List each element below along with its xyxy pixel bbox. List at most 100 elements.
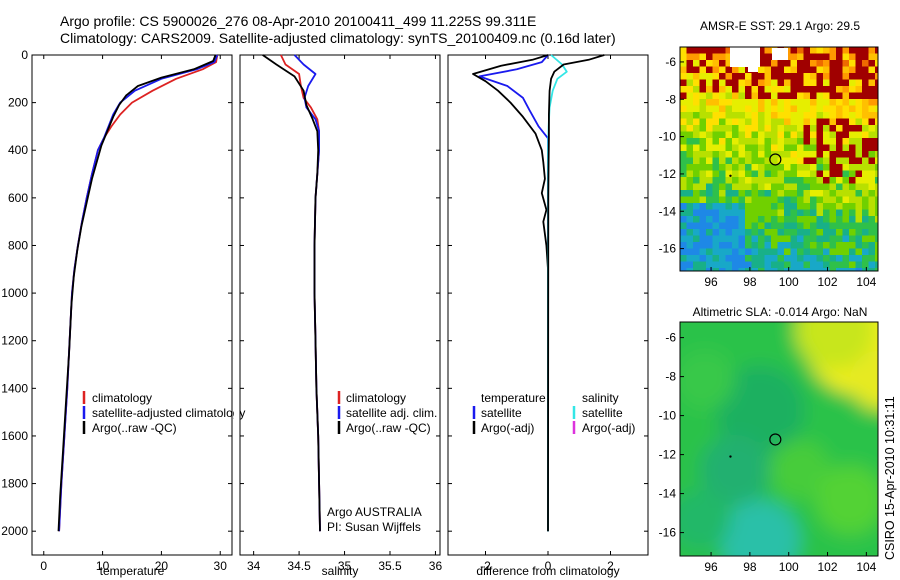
sst-cell xyxy=(751,242,759,249)
sst-cell xyxy=(686,190,694,197)
sst-cell xyxy=(842,235,850,243)
sst-cell xyxy=(686,164,694,171)
x-tick-label: 35 xyxy=(338,559,352,573)
sst-cell xyxy=(836,222,843,230)
sst-cell xyxy=(693,183,700,191)
sst-cell xyxy=(745,190,752,197)
sst-cell xyxy=(855,79,863,87)
sst-cell xyxy=(764,151,772,158)
sst-cell xyxy=(706,138,713,145)
sst-cell xyxy=(823,144,830,152)
sst-cell xyxy=(732,170,739,178)
sst-cell xyxy=(693,235,700,243)
sst-cell xyxy=(810,209,817,217)
sst-cell xyxy=(764,66,772,74)
sst-cell xyxy=(777,190,785,197)
sst-cell xyxy=(771,164,778,171)
sst-cell xyxy=(699,79,707,87)
sst-cell xyxy=(699,131,707,139)
sst-cell xyxy=(875,261,878,269)
sst-cell xyxy=(823,125,830,132)
sst-cell xyxy=(810,229,817,236)
sst-cell xyxy=(751,183,759,191)
sst-cell xyxy=(771,131,778,139)
sst-cell xyxy=(693,164,700,171)
sst-cell xyxy=(732,99,739,106)
sst-cell xyxy=(790,53,798,61)
sst-cell xyxy=(797,73,804,80)
sst-cell xyxy=(693,209,700,217)
sst-cell xyxy=(842,157,850,165)
sst-cell xyxy=(842,209,850,217)
sst-cell xyxy=(706,222,713,230)
sst-cell xyxy=(732,229,739,236)
sst-cell xyxy=(803,242,811,249)
sst-cell xyxy=(719,144,726,152)
sst-cell xyxy=(712,118,720,126)
sst-cell xyxy=(712,242,720,249)
sla-blob xyxy=(720,500,800,556)
sst-cell xyxy=(777,86,785,93)
sst-cell xyxy=(725,105,733,113)
sst-cell xyxy=(784,99,791,106)
sst-cell xyxy=(706,203,713,210)
sst-cell xyxy=(849,203,856,210)
sst-cell xyxy=(758,118,765,126)
y-tick-label: -12 xyxy=(659,167,677,181)
sst-cell xyxy=(764,209,772,217)
sst-cell xyxy=(868,196,876,204)
sst-cell xyxy=(680,151,687,158)
sst-cell xyxy=(849,261,856,269)
sst-cell xyxy=(803,151,811,158)
sst-cell xyxy=(875,209,878,217)
sst-cell xyxy=(862,255,869,262)
sst-map-panel: 96 98 100 102 104 -6 -8 -10 -12 -14 -16 xyxy=(659,46,879,289)
sst-cell xyxy=(758,216,765,223)
sst-cell xyxy=(745,229,752,236)
sst-cell xyxy=(738,157,746,165)
sst-cell xyxy=(732,66,739,74)
sst-cell xyxy=(868,144,876,152)
sst-cell xyxy=(725,177,733,184)
sst-nodata-cell xyxy=(748,64,758,72)
sst-cell xyxy=(738,177,746,184)
sst-cell xyxy=(712,66,720,74)
sst-cell xyxy=(771,125,778,132)
sst-cell xyxy=(816,242,824,249)
sst-cell xyxy=(699,47,707,54)
sst-cell xyxy=(868,60,876,67)
sst-cell xyxy=(849,131,856,139)
sst-cell xyxy=(706,105,713,113)
sst-cell xyxy=(849,92,856,100)
sst-cell xyxy=(732,255,739,262)
sst-cell xyxy=(686,86,694,93)
sst-cell xyxy=(797,60,804,67)
sst-cell xyxy=(790,92,798,100)
sst-cell xyxy=(842,190,850,197)
sst-cell xyxy=(719,79,726,87)
sst-cell xyxy=(862,190,869,197)
sst-cell xyxy=(803,209,811,217)
sst-cell xyxy=(745,79,752,87)
sst-cell xyxy=(732,92,739,100)
y-tick-label: -14 xyxy=(659,204,677,218)
sst-cell xyxy=(797,235,804,243)
sst-cell xyxy=(764,242,772,249)
sst-cell xyxy=(797,170,804,178)
sst-cell xyxy=(693,118,700,126)
sst-cell xyxy=(862,66,869,74)
y-tick-label: 1200 xyxy=(1,334,28,348)
sst-cell xyxy=(797,203,804,210)
sst-cell xyxy=(875,118,878,126)
sst-cell xyxy=(706,190,713,197)
sst-cell xyxy=(680,261,687,269)
sst-cell xyxy=(712,53,720,61)
sst-cell xyxy=(751,99,759,106)
sst-cell xyxy=(836,164,843,171)
sst-cell xyxy=(777,177,785,184)
sst-cell xyxy=(823,229,830,236)
sst-cell xyxy=(751,190,759,197)
sst-cell xyxy=(745,138,752,145)
sst-cell xyxy=(686,138,694,145)
sst-cell xyxy=(803,268,811,271)
